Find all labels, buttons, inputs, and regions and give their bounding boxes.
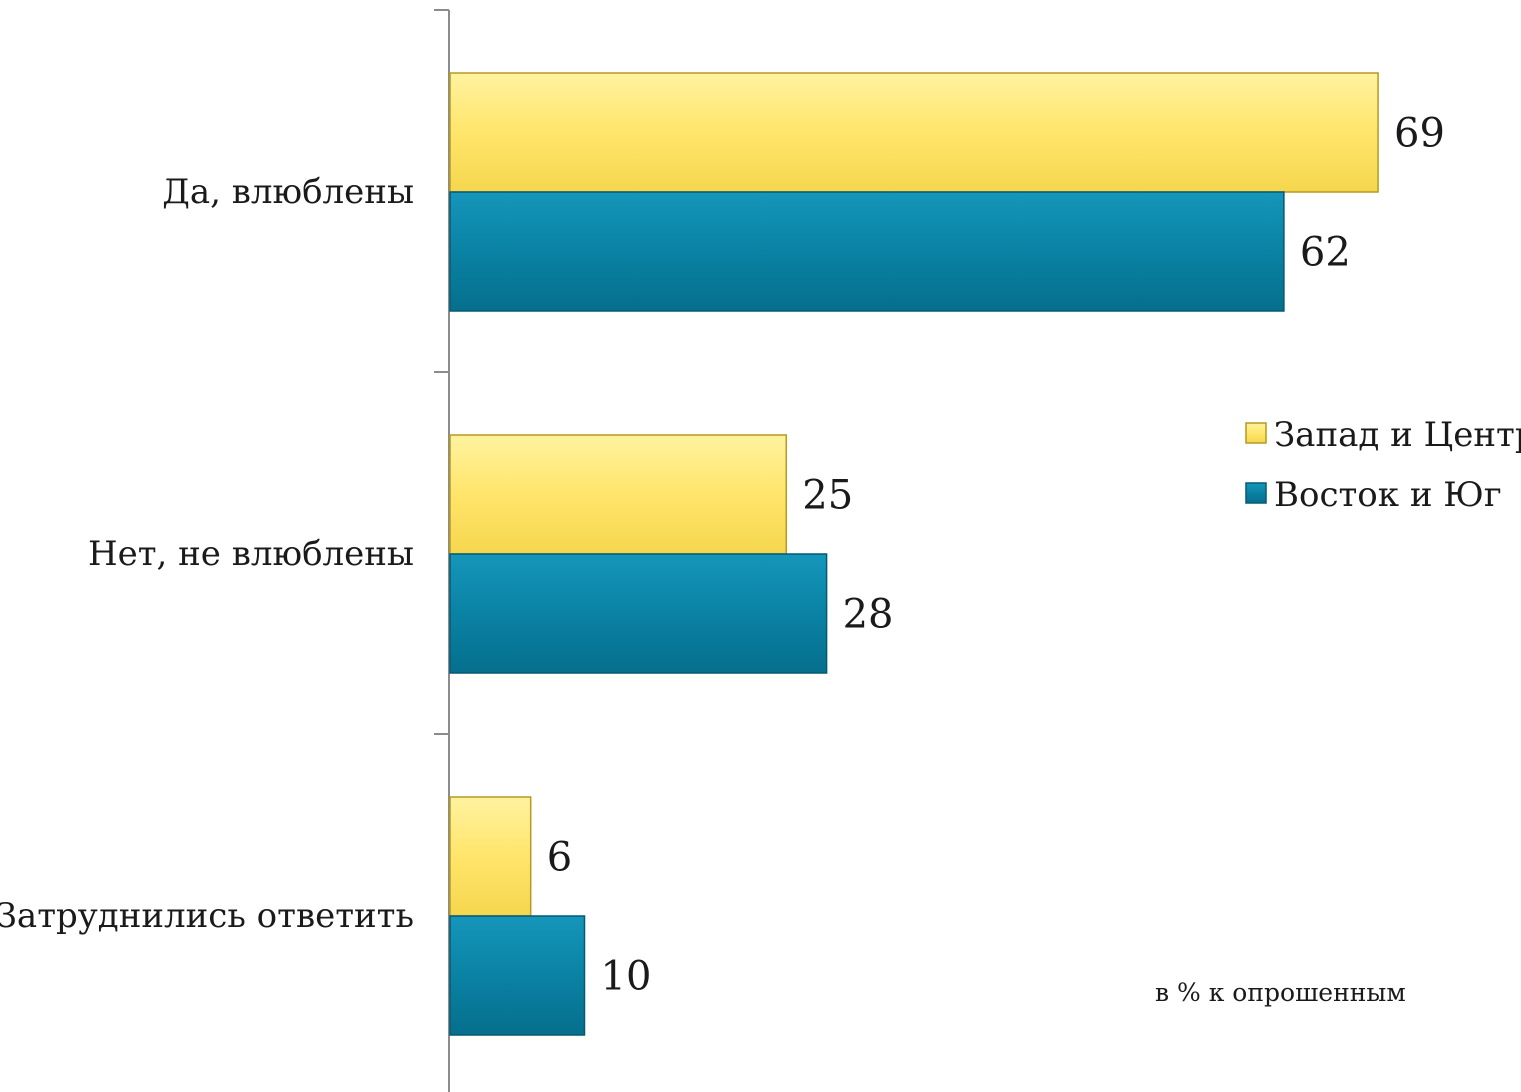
- legend-swatch-east-south: [1245, 482, 1267, 504]
- bar-east-south: [449, 553, 828, 674]
- bar-east-south: [449, 191, 1285, 312]
- value-label-east-south: 28: [843, 592, 894, 638]
- legend-swatch-west-center: [1245, 422, 1267, 444]
- bar-east-south: [449, 915, 586, 1036]
- bar-west-center: [449, 796, 532, 917]
- legend-label-west-center: Запад и Центр: [1274, 415, 1521, 455]
- legend: Запад и Центр Восток и Юг: [1245, 415, 1521, 515]
- value-labels: 69 62 25 28 6 10: [547, 111, 1445, 1000]
- value-label-west-center: 69: [1394, 111, 1445, 157]
- bars: [449, 72, 1379, 1036]
- category-labels: Да, влюблены Нет, не влюблены Затруднились…: [0, 172, 414, 936]
- category-label: Да, влюблены: [162, 172, 414, 212]
- value-label-west-center: 6: [547, 835, 572, 881]
- category-label: Затруднились ответить: [0, 896, 414, 936]
- units-note: в % к опрошенным: [1155, 978, 1406, 1007]
- axis-ticks: [434, 9, 449, 735]
- value-label-east-south: 62: [1300, 230, 1351, 276]
- value-label-east-south: 10: [601, 954, 652, 1000]
- value-label-west-center: 25: [802, 473, 853, 519]
- category-label: Нет, не влюблены: [88, 534, 414, 574]
- bar-west-center: [449, 434, 787, 555]
- bar-west-center: [449, 72, 1379, 193]
- legend-label-east-south: Восток и Юг: [1274, 475, 1502, 515]
